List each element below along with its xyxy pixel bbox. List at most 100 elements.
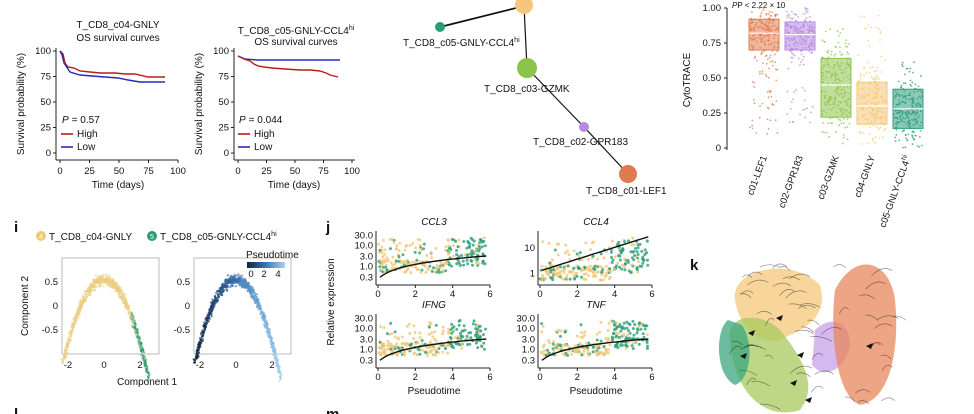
cell-point	[79, 307, 82, 310]
expression-point	[615, 342, 619, 346]
expression-point	[564, 243, 568, 247]
expression-point	[549, 270, 553, 274]
expression-point	[469, 258, 473, 262]
cytotrace-point	[769, 60, 772, 63]
expression-point	[557, 242, 561, 246]
expression-point	[606, 329, 610, 333]
cell-point-pseudotime	[196, 350, 199, 353]
cell-point	[118, 293, 121, 296]
cytotrace-point	[770, 90, 772, 92]
expression-point	[420, 339, 424, 343]
cytotrace-point	[753, 98, 755, 101]
trend-line	[541, 236, 649, 271]
expression-point	[609, 255, 613, 259]
cytotrace-point	[863, 15, 866, 18]
cell-point-pseudotime	[198, 345, 201, 348]
expression-point	[449, 336, 453, 340]
cell-point-pseudotime	[221, 293, 224, 297]
cell-point	[73, 319, 76, 322]
edge	[523, 5, 528, 69]
expression-point	[470, 249, 474, 253]
expression-point	[457, 323, 461, 327]
expression-point	[471, 263, 475, 267]
cytotrace-point	[792, 53, 795, 56]
cell-point-pseudotime	[267, 332, 270, 335]
expression-point	[408, 331, 412, 335]
expression-point	[392, 240, 396, 244]
cytotrace-point	[883, 129, 885, 132]
cytotrace-point	[859, 77, 862, 80]
cytotrace-point	[910, 84, 913, 87]
cytotrace-point	[900, 84, 903, 87]
cytotrace-point	[848, 43, 850, 45]
cytotrace-point	[771, 60, 774, 63]
cytotrace-point	[804, 19, 807, 22]
cell-point-pseudotime	[260, 317, 264, 320]
y-tick-label: 30.0	[517, 314, 536, 325]
expression-point	[446, 344, 450, 348]
velocity-stream	[801, 326, 815, 333]
cytotrace-point	[769, 119, 772, 122]
cytotrace-point	[840, 54, 843, 56]
expression-point	[626, 260, 630, 264]
cytotrace-point	[877, 78, 880, 81]
panel-j: j Relative expression CCL330.010.03.01.0…	[325, 217, 655, 397]
cytotrace-box-c02-GPR183	[784, 7, 816, 124]
cell-point	[66, 345, 69, 348]
expression-point	[474, 341, 478, 345]
cytotrace-point	[833, 55, 836, 57]
expression-point	[617, 325, 621, 329]
p-label: P	[239, 115, 246, 126]
y-tick-label: 1.0	[360, 261, 373, 272]
trajectory-node-c02	[579, 122, 589, 132]
expression-point	[564, 351, 568, 355]
expression-point	[471, 243, 475, 247]
velocity-stream	[760, 403, 781, 410]
expression-point	[437, 347, 441, 351]
panel-letter-m: m	[326, 406, 339, 414]
cytotrace-point	[765, 12, 768, 15]
expression-point	[463, 328, 467, 332]
cell-point	[111, 282, 114, 285]
expression-point	[608, 343, 612, 347]
velocity-stream	[865, 281, 886, 290]
expression-point	[578, 351, 582, 355]
edge	[526, 67, 585, 128]
expression-point	[622, 321, 626, 325]
cell-point-pseudotime	[267, 336, 270, 339]
survival-curve-high	[237, 55, 339, 78]
expression-point	[582, 349, 586, 353]
cell-point	[98, 274, 101, 278]
expression-point	[614, 329, 618, 333]
expression-point	[465, 334, 469, 338]
cytotrace-point	[762, 50, 765, 52]
velocity-stream	[772, 282, 792, 287]
cytotrace-point	[884, 59, 887, 62]
expression-point	[380, 260, 384, 264]
cytotrace-point	[846, 138, 849, 141]
cell-point	[134, 334, 138, 337]
cell-point	[116, 292, 120, 295]
x-tick-label: 4	[612, 289, 617, 300]
expression-point	[637, 322, 641, 326]
expression-point	[479, 329, 483, 333]
expression-point	[482, 347, 486, 351]
expression-point	[615, 334, 619, 338]
cell-point	[101, 281, 105, 284]
legend-dot-number: 5	[150, 234, 154, 241]
expression-point	[457, 238, 461, 242]
cytotrace-point	[839, 46, 841, 49]
cytotrace-point	[901, 65, 904, 68]
cytotrace-point	[911, 130, 914, 133]
cell-point-pseudotime	[195, 356, 198, 360]
expression-point	[460, 253, 464, 257]
expression-point	[466, 253, 470, 257]
cytotrace-point	[837, 41, 840, 44]
velocity-stream	[740, 290, 754, 295]
expression-point	[469, 252, 473, 256]
cytotrace-point	[764, 73, 767, 76]
expression-point	[477, 325, 481, 329]
y-tick-label: 50	[40, 97, 51, 108]
y-tick-label: 25	[218, 123, 229, 134]
cytotrace-point	[829, 28, 832, 31]
